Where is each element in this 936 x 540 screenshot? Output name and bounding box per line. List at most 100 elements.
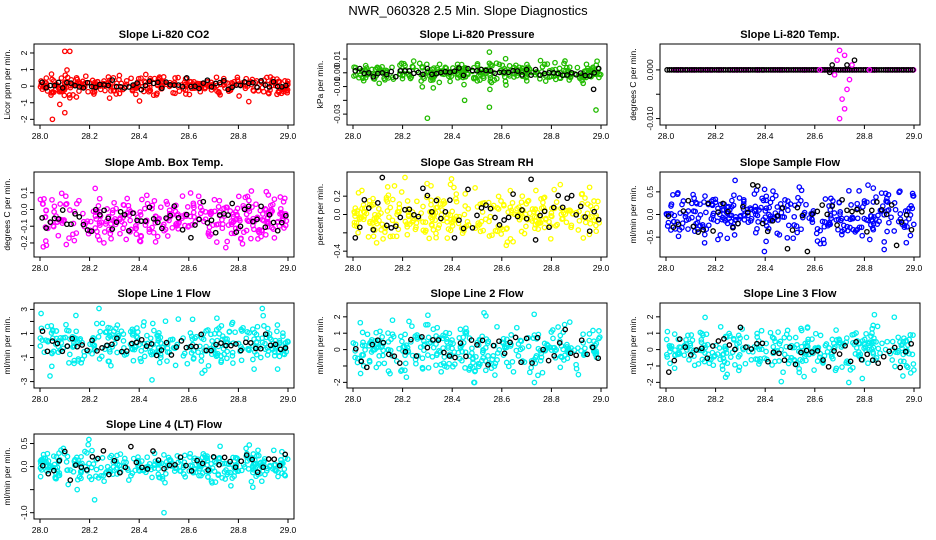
data-point bbox=[362, 342, 368, 349]
data-point bbox=[228, 482, 234, 489]
x-tick-label: 28.0 bbox=[32, 525, 49, 535]
data-point bbox=[205, 474, 211, 480]
data-point bbox=[693, 347, 700, 353]
data-point bbox=[549, 327, 556, 333]
data-point bbox=[248, 188, 255, 194]
data-point bbox=[867, 213, 874, 219]
data-point bbox=[64, 467, 70, 474]
data-point bbox=[485, 338, 492, 345]
data-point bbox=[550, 335, 556, 342]
data-point bbox=[271, 235, 278, 241]
data-point bbox=[839, 96, 845, 102]
data-point bbox=[754, 334, 761, 340]
data-point bbox=[776, 231, 783, 238]
data-point bbox=[173, 344, 180, 350]
data-point bbox=[420, 71, 426, 78]
data-point bbox=[724, 220, 731, 227]
data-point bbox=[430, 337, 436, 343]
data-point bbox=[886, 348, 893, 355]
data-point bbox=[729, 197, 735, 204]
data-point bbox=[352, 205, 359, 211]
data-point bbox=[752, 356, 759, 362]
data-point bbox=[474, 342, 480, 348]
x-tick-label: 28.2 bbox=[707, 131, 724, 141]
data-point bbox=[762, 208, 769, 214]
data-point bbox=[123, 77, 130, 84]
data-point bbox=[785, 207, 791, 214]
data-point bbox=[671, 365, 678, 372]
data-point bbox=[282, 345, 289, 351]
panel-y-label: ml/min per min. bbox=[2, 447, 12, 505]
data-point bbox=[208, 478, 215, 485]
data-point bbox=[61, 48, 68, 55]
data-point bbox=[139, 464, 145, 471]
data-point bbox=[271, 196, 278, 203]
data-point bbox=[523, 223, 529, 230]
data-point bbox=[208, 351, 215, 358]
data-point bbox=[573, 352, 580, 359]
data-point bbox=[446, 353, 453, 359]
data-point bbox=[537, 75, 543, 82]
data-point bbox=[397, 71, 404, 78]
data-point bbox=[138, 358, 144, 365]
data-point bbox=[155, 337, 162, 344]
data-point bbox=[64, 453, 71, 460]
data-point bbox=[117, 469, 123, 476]
data-point bbox=[503, 336, 510, 343]
data-point bbox=[37, 196, 44, 203]
data-point bbox=[246, 442, 253, 448]
data-point bbox=[567, 350, 574, 357]
data-point bbox=[721, 336, 727, 342]
data-point bbox=[846, 76, 853, 83]
data-point bbox=[780, 369, 786, 376]
data-point bbox=[683, 217, 690, 223]
data-point bbox=[222, 336, 228, 342]
x-tick-label: 28.2 bbox=[394, 131, 411, 141]
data-point bbox=[63, 241, 70, 248]
data-point bbox=[254, 84, 260, 90]
data-point bbox=[683, 336, 689, 343]
data-point bbox=[534, 220, 541, 227]
data-point bbox=[412, 333, 419, 339]
data-point bbox=[858, 356, 865, 363]
y-tick-label: -2 bbox=[645, 378, 655, 386]
data-point bbox=[415, 69, 422, 76]
y-tick-label: -1 bbox=[19, 353, 29, 361]
data-point bbox=[525, 197, 532, 204]
data-point bbox=[853, 339, 859, 345]
data-point bbox=[383, 222, 390, 229]
data-point bbox=[142, 82, 149, 89]
data-point bbox=[408, 336, 414, 343]
data-point bbox=[593, 107, 599, 113]
data-point bbox=[121, 459, 127, 465]
data-point bbox=[365, 205, 372, 211]
data-point bbox=[474, 212, 480, 219]
data-point bbox=[539, 369, 546, 376]
data-point bbox=[157, 474, 163, 481]
x-tick-label: 28.0 bbox=[658, 131, 675, 141]
data-point bbox=[582, 345, 588, 352]
data-point bbox=[48, 89, 55, 96]
data-point bbox=[72, 210, 78, 217]
data-point bbox=[161, 465, 167, 472]
data-point bbox=[489, 232, 495, 239]
data-point bbox=[199, 207, 206, 214]
data-point bbox=[238, 347, 244, 354]
data-point bbox=[68, 76, 75, 83]
data-point bbox=[116, 72, 123, 79]
data-point bbox=[776, 341, 783, 347]
data-point bbox=[196, 85, 202, 92]
data-point bbox=[566, 64, 573, 71]
data-point bbox=[213, 239, 220, 245]
data-point bbox=[428, 74, 435, 81]
data-point bbox=[577, 203, 584, 210]
y-tick-label: 0.1 bbox=[19, 187, 29, 199]
data-point bbox=[233, 216, 240, 223]
data-point bbox=[836, 115, 843, 122]
data-point bbox=[482, 216, 489, 223]
data-point bbox=[163, 198, 170, 205]
data-point bbox=[199, 370, 205, 376]
x-tick-label: 28.4 bbox=[131, 394, 148, 404]
data-point bbox=[864, 199, 870, 206]
